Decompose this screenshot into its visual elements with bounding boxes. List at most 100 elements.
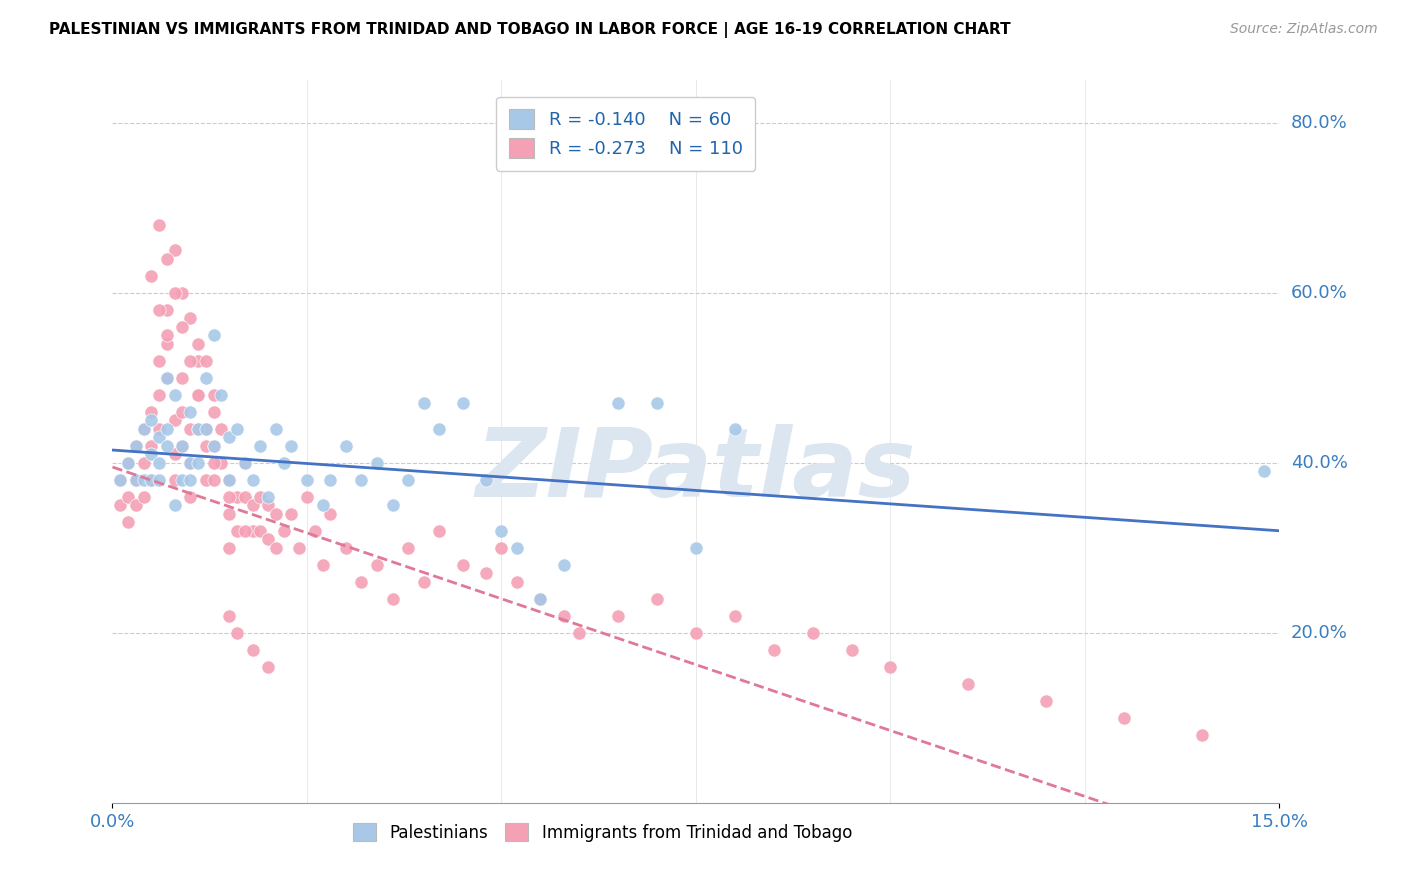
Point: [148, 456, 170, 470]
Point: [841, 642, 863, 657]
Point: [125, 473, 148, 487]
Point: [226, 524, 249, 538]
Point: [194, 422, 217, 436]
Point: [117, 456, 139, 470]
Point: [350, 473, 373, 487]
Point: [1035, 694, 1057, 708]
Point: [724, 608, 747, 623]
Point: [110, 473, 132, 487]
Point: [381, 498, 404, 512]
Point: [187, 388, 209, 402]
Point: [366, 456, 388, 470]
Point: [412, 574, 434, 589]
Point: [202, 456, 225, 470]
Point: [179, 311, 201, 326]
Text: 80.0%: 80.0%: [1291, 114, 1347, 132]
Point: [179, 473, 201, 487]
Point: [242, 473, 264, 487]
Point: [233, 456, 256, 470]
Point: [163, 413, 186, 427]
Point: [187, 336, 209, 351]
Point: [1253, 464, 1275, 478]
Point: [242, 498, 264, 512]
Point: [506, 574, 529, 589]
Point: [350, 574, 373, 589]
Point: [132, 490, 155, 504]
Point: [202, 328, 225, 343]
Point: [141, 268, 163, 283]
Point: [179, 353, 201, 368]
Point: [607, 608, 630, 623]
Point: [475, 473, 498, 487]
Point: [163, 244, 186, 258]
Point: [257, 533, 280, 547]
Point: [427, 524, 450, 538]
Point: [117, 516, 139, 530]
Point: [475, 566, 498, 581]
Point: [156, 371, 179, 385]
Point: [117, 490, 139, 504]
Point: [280, 507, 302, 521]
Point: [148, 218, 170, 232]
Point: [148, 422, 170, 436]
Point: [163, 285, 186, 300]
Point: [202, 405, 225, 419]
Point: [451, 396, 474, 410]
Point: [295, 490, 318, 504]
Text: Source: ZipAtlas.com: Source: ZipAtlas.com: [1230, 22, 1378, 37]
Point: [110, 473, 132, 487]
Point: [141, 413, 163, 427]
Point: [179, 405, 201, 419]
Point: [242, 524, 264, 538]
Point: [226, 422, 249, 436]
Point: [218, 430, 240, 444]
Point: [218, 473, 240, 487]
Point: [172, 319, 194, 334]
Text: ZIPatlas: ZIPatlas: [475, 424, 917, 517]
Text: 20.0%: 20.0%: [1291, 624, 1347, 642]
Point: [172, 439, 194, 453]
Point: [179, 422, 201, 436]
Point: [879, 660, 901, 674]
Point: [957, 677, 980, 691]
Point: [233, 524, 256, 538]
Point: [125, 498, 148, 512]
Point: [172, 473, 194, 487]
Point: [163, 447, 186, 461]
Point: [335, 541, 357, 555]
Point: [156, 422, 179, 436]
Point: [187, 422, 209, 436]
Point: [141, 447, 163, 461]
Point: [110, 498, 132, 512]
Point: [226, 490, 249, 504]
Point: [172, 285, 194, 300]
Point: [194, 353, 217, 368]
Point: [257, 498, 280, 512]
Point: [491, 524, 513, 538]
Point: [148, 473, 170, 487]
Point: [163, 498, 186, 512]
Point: [685, 625, 707, 640]
Point: [218, 608, 240, 623]
Point: [412, 396, 434, 410]
Point: [311, 498, 333, 512]
Point: [264, 507, 287, 521]
Point: [1112, 711, 1135, 725]
Point: [202, 388, 225, 402]
Point: [264, 422, 287, 436]
Point: [257, 660, 280, 674]
Point: [233, 456, 256, 470]
Point: [249, 490, 271, 504]
Point: [148, 388, 170, 402]
Point: [179, 490, 201, 504]
Point: [172, 405, 194, 419]
Point: [218, 473, 240, 487]
Point: [249, 524, 271, 538]
Point: [529, 591, 551, 606]
Point: [156, 252, 179, 266]
Point: [273, 524, 295, 538]
Point: [427, 422, 450, 436]
Point: [264, 541, 287, 555]
Point: [218, 541, 240, 555]
Point: [335, 439, 357, 453]
